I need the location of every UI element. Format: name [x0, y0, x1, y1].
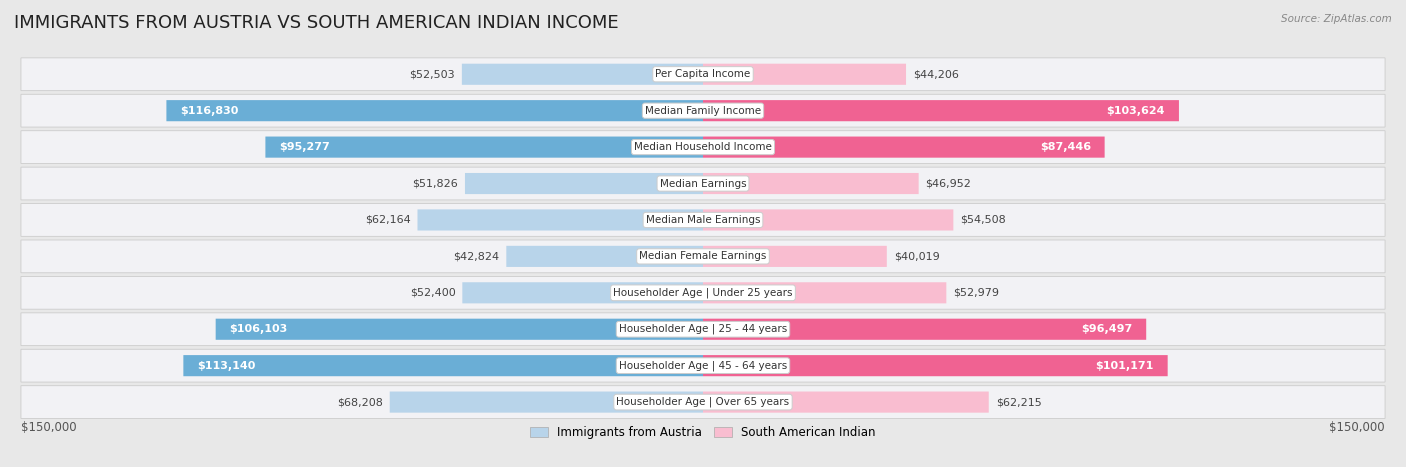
Text: Median Earnings: Median Earnings: [659, 178, 747, 189]
Text: Householder Age | 45 - 64 years: Householder Age | 45 - 64 years: [619, 361, 787, 371]
Text: Median Household Income: Median Household Income: [634, 142, 772, 152]
Text: Median Female Earnings: Median Female Earnings: [640, 251, 766, 262]
Text: $150,000: $150,000: [21, 421, 76, 434]
FancyBboxPatch shape: [21, 94, 1385, 127]
Text: $95,277: $95,277: [280, 142, 330, 152]
FancyBboxPatch shape: [506, 246, 703, 267]
FancyBboxPatch shape: [703, 136, 1105, 158]
FancyBboxPatch shape: [703, 282, 946, 304]
FancyBboxPatch shape: [166, 100, 703, 121]
Legend: Immigrants from Austria, South American Indian: Immigrants from Austria, South American …: [526, 421, 880, 444]
FancyBboxPatch shape: [215, 318, 703, 340]
Text: $68,208: $68,208: [337, 397, 382, 407]
Text: Median Male Earnings: Median Male Earnings: [645, 215, 761, 225]
FancyBboxPatch shape: [703, 64, 905, 85]
FancyBboxPatch shape: [389, 391, 703, 413]
FancyBboxPatch shape: [465, 173, 703, 194]
FancyBboxPatch shape: [21, 313, 1385, 346]
Text: $103,624: $103,624: [1107, 106, 1166, 116]
FancyBboxPatch shape: [703, 246, 887, 267]
FancyBboxPatch shape: [21, 386, 1385, 418]
Text: Median Family Income: Median Family Income: [645, 106, 761, 116]
Text: Source: ZipAtlas.com: Source: ZipAtlas.com: [1281, 14, 1392, 24]
FancyBboxPatch shape: [463, 282, 703, 304]
FancyBboxPatch shape: [21, 349, 1385, 382]
Text: $62,164: $62,164: [364, 215, 411, 225]
Text: $113,140: $113,140: [197, 361, 256, 371]
FancyBboxPatch shape: [21, 204, 1385, 236]
FancyBboxPatch shape: [21, 276, 1385, 309]
FancyBboxPatch shape: [21, 131, 1385, 163]
Text: $44,206: $44,206: [912, 69, 959, 79]
Text: $52,503: $52,503: [409, 69, 456, 79]
FancyBboxPatch shape: [21, 240, 1385, 273]
Text: $54,508: $54,508: [960, 215, 1005, 225]
FancyBboxPatch shape: [703, 209, 953, 231]
Text: $106,103: $106,103: [229, 324, 288, 334]
FancyBboxPatch shape: [21, 58, 1385, 91]
Text: $150,000: $150,000: [1330, 421, 1385, 434]
Text: $46,952: $46,952: [925, 178, 972, 189]
FancyBboxPatch shape: [183, 355, 703, 376]
Text: $40,019: $40,019: [894, 251, 939, 262]
FancyBboxPatch shape: [461, 64, 703, 85]
Text: $96,497: $96,497: [1081, 324, 1132, 334]
FancyBboxPatch shape: [21, 167, 1385, 200]
Text: Householder Age | Under 25 years: Householder Age | Under 25 years: [613, 288, 793, 298]
Text: $51,826: $51,826: [412, 178, 458, 189]
FancyBboxPatch shape: [418, 209, 703, 231]
FancyBboxPatch shape: [703, 391, 988, 413]
Text: IMMIGRANTS FROM AUSTRIA VS SOUTH AMERICAN INDIAN INCOME: IMMIGRANTS FROM AUSTRIA VS SOUTH AMERICA…: [14, 14, 619, 32]
Text: Per Capita Income: Per Capita Income: [655, 69, 751, 79]
Text: $87,446: $87,446: [1039, 142, 1091, 152]
Text: $62,215: $62,215: [995, 397, 1042, 407]
Text: Householder Age | 25 - 44 years: Householder Age | 25 - 44 years: [619, 324, 787, 334]
FancyBboxPatch shape: [266, 136, 703, 158]
FancyBboxPatch shape: [703, 173, 918, 194]
Text: $101,171: $101,171: [1095, 361, 1154, 371]
FancyBboxPatch shape: [703, 318, 1146, 340]
Text: $52,400: $52,400: [409, 288, 456, 298]
Text: $52,979: $52,979: [953, 288, 1000, 298]
FancyBboxPatch shape: [703, 100, 1180, 121]
Text: Householder Age | Over 65 years: Householder Age | Over 65 years: [616, 397, 790, 407]
Text: $116,830: $116,830: [180, 106, 239, 116]
Text: $42,824: $42,824: [453, 251, 499, 262]
FancyBboxPatch shape: [703, 355, 1167, 376]
